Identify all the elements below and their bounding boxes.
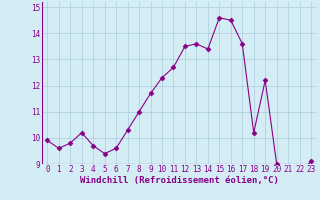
X-axis label: Windchill (Refroidissement éolien,°C): Windchill (Refroidissement éolien,°C)	[80, 176, 279, 185]
